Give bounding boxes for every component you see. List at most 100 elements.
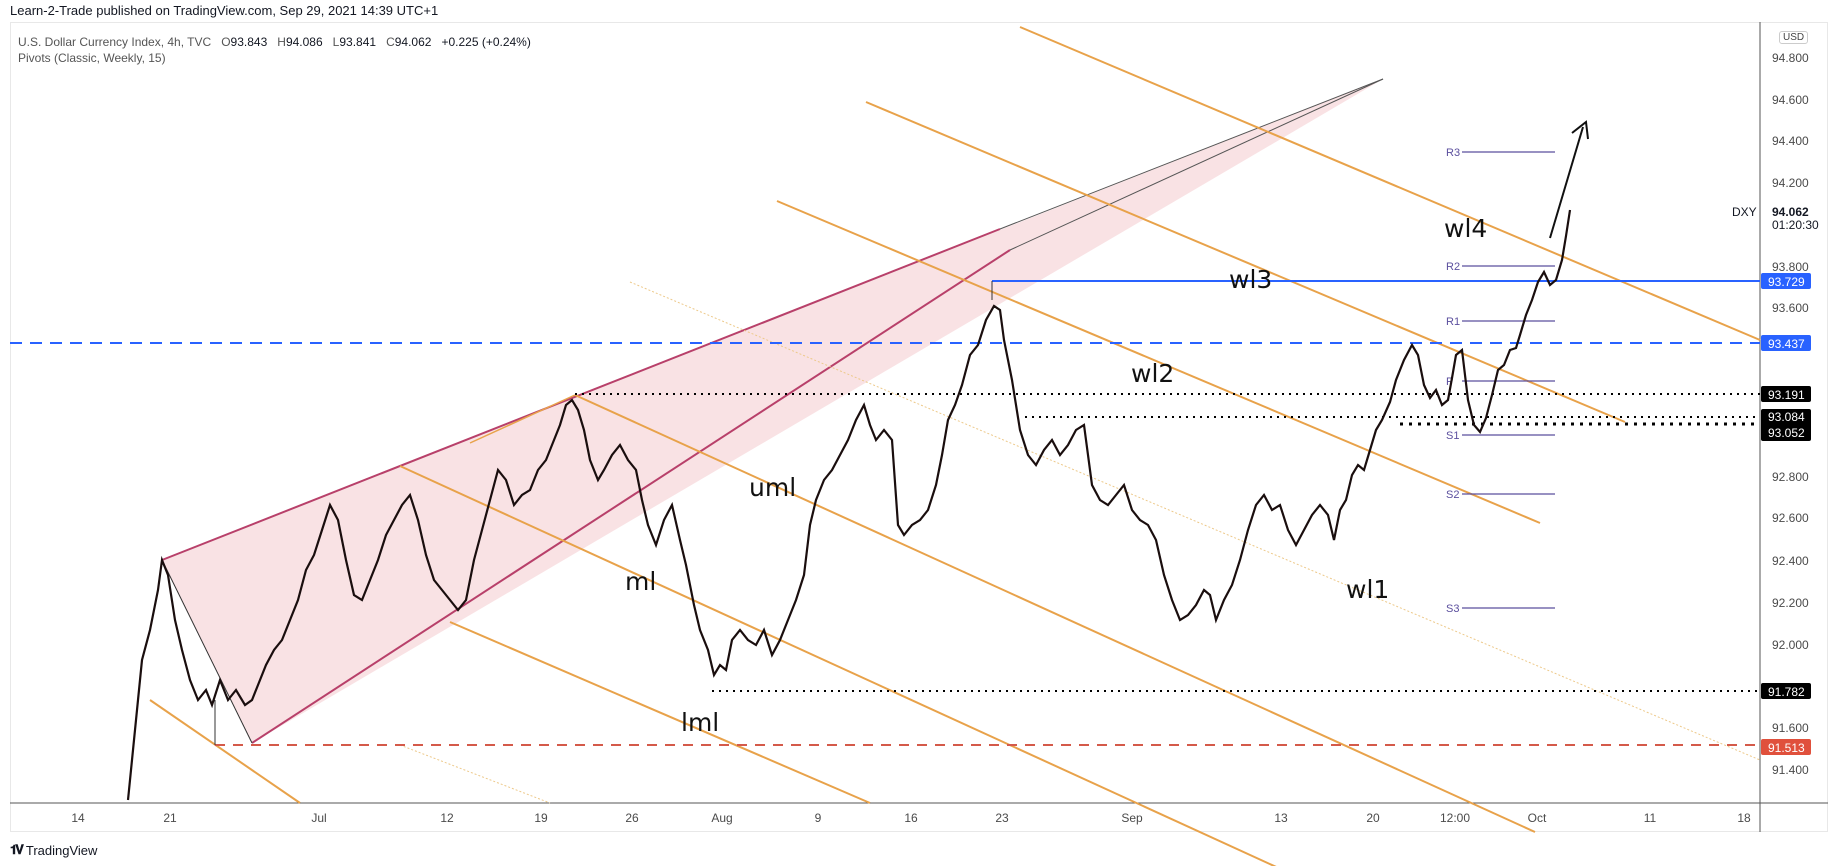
upper-median-line[interactable] — [574, 394, 1536, 833]
chart-frame — [10, 22, 1828, 832]
symbol-tag: DXY — [1732, 205, 1757, 219]
price-badge-93084[interactable]: 93.084 93.052 — [1761, 409, 1811, 441]
label-uml: uml — [749, 473, 796, 502]
svg-text:91.782: 91.782 — [1768, 685, 1805, 699]
price-ticks: 94.800 94.600 94.400 94.200 93.800 93.60… — [1772, 51, 1809, 777]
rising-wedge-fill — [162, 79, 1383, 743]
published-caption: Learn-2-Trade published on TradingView.c… — [10, 3, 439, 18]
svg-text:19: 19 — [534, 811, 548, 825]
svg-text:93.437: 93.437 — [1768, 337, 1805, 351]
svg-text:Aug: Aug — [711, 811, 732, 825]
pitchfork-connector — [469, 394, 576, 444]
svg-text:16: 16 — [904, 811, 918, 825]
svg-text:91.513: 91.513 — [1768, 741, 1805, 755]
svg-text:Sep: Sep — [1121, 811, 1143, 825]
pivot-s2-label: S2 — [1446, 489, 1459, 501]
svg-text:12: 12 — [440, 811, 454, 825]
svg-text:91.400: 91.400 — [1772, 763, 1809, 777]
svg-text:13: 13 — [1274, 811, 1288, 825]
bullish-arrow — [1549, 126, 1584, 239]
svg-text:94.400: 94.400 — [1772, 134, 1809, 148]
lower-warning-line — [399, 744, 551, 804]
svg-text:91.600: 91.600 — [1772, 721, 1809, 735]
svg-text:18: 18 — [1737, 811, 1751, 825]
pivot-s3-label: S3 — [1446, 603, 1459, 615]
svg-text:12:00: 12:00 — [1440, 811, 1470, 825]
warning-line-2[interactable] — [776, 200, 1541, 524]
label-lml: lml — [681, 708, 719, 737]
svg-text:Jul: Jul — [311, 811, 326, 825]
svg-text:93.600: 93.600 — [1772, 301, 1809, 315]
low-label: L — [332, 35, 340, 49]
pitchfork-lines — [149, 26, 1761, 866]
pivot-lines — [1462, 151, 1555, 609]
pivot-r2-label: R2 — [1446, 261, 1460, 273]
svg-text:92.000: 92.000 — [1772, 638, 1809, 652]
price-badge-91513[interactable]: 91.513 — [1761, 739, 1811, 755]
svg-text:92.800: 92.800 — [1772, 470, 1809, 484]
svg-text:94.800: 94.800 — [1772, 51, 1809, 65]
svg-text:93.191: 93.191 — [1768, 388, 1805, 402]
change-value: +0.225 (+0.24%) — [441, 35, 531, 49]
svg-text:21: 21 — [163, 811, 177, 825]
ohlc-row: U.S. Dollar Currency Index, 4h, TVC O93.… — [18, 34, 531, 50]
pivot-r3-label: R3 — [1446, 147, 1460, 159]
label-wl3: wl3 — [1229, 265, 1272, 294]
warning-line-4[interactable] — [1019, 26, 1761, 341]
svg-text:93.800: 93.800 — [1772, 260, 1809, 274]
svg-text:93.729: 93.729 — [1768, 275, 1805, 289]
lower-median-line[interactable] — [449, 621, 871, 804]
tradingview-logo-icon: 𝟏𝐕 — [10, 842, 24, 857]
price-badge-93437[interactable]: 93.437 — [1761, 335, 1811, 351]
svg-text:94.200: 94.200 — [1772, 176, 1809, 190]
wedge-upper-line[interactable] — [161, 228, 1001, 561]
time-ticks: 14 21 Jul 12 19 26 Aug 9 16 23 Sep 13 20… — [71, 811, 1751, 825]
price-badge-91782[interactable]: 91.782 — [1761, 683, 1811, 699]
open-value: 93.843 — [230, 35, 268, 49]
pitchfork-handle — [161, 559, 253, 744]
price-badge-93191[interactable]: 93.191 — [1761, 386, 1811, 402]
close-value: 94.062 — [394, 35, 432, 49]
svg-text:14: 14 — [71, 811, 85, 825]
median-line[interactable] — [399, 465, 1720, 866]
pivot-p-label: P — [1446, 376, 1453, 388]
svg-text:93.084: 93.084 — [1768, 410, 1805, 424]
high-value: 94.086 — [285, 35, 323, 49]
tradingview-logo[interactable]: 𝟏𝐕 TradingView — [10, 842, 97, 858]
arrow-head-icon — [1571, 120, 1589, 140]
low-value: 93.841 — [339, 35, 377, 49]
svg-text:92.600: 92.600 — [1772, 511, 1809, 525]
svg-text:9: 9 — [815, 811, 822, 825]
svg-text:Oct: Oct — [1528, 811, 1547, 825]
svg-text:94.600: 94.600 — [1772, 93, 1809, 107]
svg-text:93.052: 93.052 — [1768, 426, 1805, 440]
svg-text:92.400: 92.400 — [1772, 554, 1809, 568]
price-series[interactable] — [126, 209, 1572, 801]
svg-text:20: 20 — [1366, 811, 1380, 825]
pivot-s1-label: S1 — [1446, 430, 1459, 442]
label-ml: ml — [625, 567, 656, 596]
wedge-lower-line[interactable] — [251, 249, 1011, 744]
label-wl1: wl1 — [1346, 575, 1389, 604]
currency-button[interactable]: USD — [1779, 31, 1809, 44]
open-label: O — [221, 35, 231, 49]
brand-name: TradingView — [25, 842, 98, 858]
chart-legend: U.S. Dollar Currency Index, 4h, TVC O93.… — [18, 34, 531, 66]
svg-text:11: 11 — [1644, 811, 1657, 825]
price-badge-93729[interactable]: 93.729 — [1761, 273, 1811, 289]
indicator-row[interactable]: Pivots (Classic, Weekly, 15) — [18, 51, 166, 65]
wedge-upper-extension — [999, 78, 1384, 230]
pivot-r1-label: R1 — [1446, 316, 1460, 328]
label-wl2: wl2 — [1131, 359, 1174, 388]
svg-text:92.200: 92.200 — [1772, 596, 1809, 610]
label-wl4: wl4 — [1444, 214, 1487, 243]
svg-text:23: 23 — [995, 811, 1009, 825]
svg-text:26: 26 — [625, 811, 639, 825]
warning-line-1[interactable] — [629, 281, 1761, 761]
high-label: H — [277, 35, 286, 49]
last-price: 94.062 — [1772, 205, 1809, 219]
bar-countdown: 01:20:30 — [1772, 218, 1819, 232]
wedge-lower-extension — [1009, 78, 1384, 251]
symbol-name[interactable]: U.S. Dollar Currency Index, 4h, TVC — [18, 35, 212, 49]
